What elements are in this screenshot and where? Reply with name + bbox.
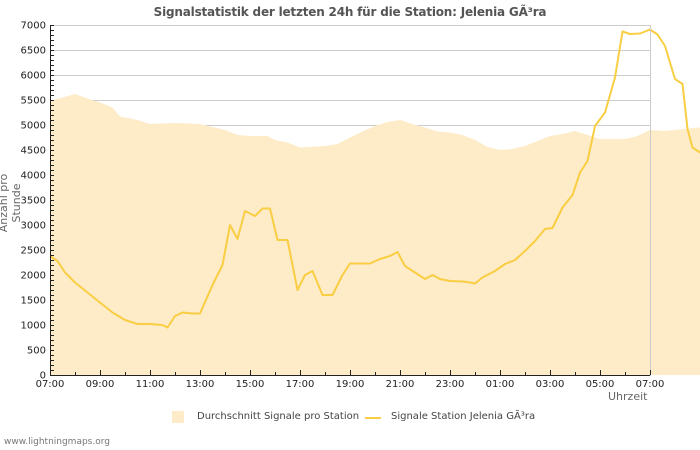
svg-text:07:00: 07:00 (636, 379, 665, 390)
svg-text:09:00: 09:00 (86, 379, 115, 390)
svg-text:07:00: 07:00 (36, 379, 65, 390)
svg-text:5000: 5000 (21, 121, 46, 132)
svg-text:17:00: 17:00 (286, 379, 315, 390)
x-axis: 07:00 09:00 11:00 13:00 15:00 17:00 19:00 21:00… (36, 370, 665, 390)
svg-text:01:00: 01:00 (486, 379, 515, 390)
svg-text:13:00: 13:00 (186, 379, 215, 390)
svg-text:21:00: 21:00 (386, 379, 415, 390)
svg-text:6500: 6500 (21, 46, 46, 57)
x-axis-label: Uhrzeit (608, 390, 648, 403)
svg-text:0: 0 (40, 371, 46, 382)
y-axis-label: Anzahl pro Stunde (0, 173, 23, 233)
svg-text:6000: 6000 (21, 71, 46, 82)
average-signals-area (50, 94, 700, 375)
svg-text:05:00: 05:00 (586, 379, 615, 390)
svg-text:3000: 3000 (21, 221, 46, 232)
svg-text:500: 500 (27, 346, 46, 357)
svg-text:15:00: 15:00 (236, 379, 265, 390)
legend-area-label: Durchschnitt Signale pro Station (197, 411, 360, 422)
svg-text:19:00: 19:00 (336, 379, 365, 390)
legend-area-swatch-icon (172, 411, 184, 423)
svg-text:4000: 4000 (21, 171, 46, 182)
legend: Durchschnitt Signale pro Station Signale… (0, 410, 700, 426)
svg-text:3500: 3500 (21, 196, 46, 207)
legend-line-label: Signale Station Jelenia GÃ³ra (391, 411, 536, 422)
legend-line-swatch-icon (365, 417, 381, 419)
y-axis: 0 500 1000 1500 2000 2500 3000 3500 4000 4500 5000… (21, 21, 54, 382)
svg-text:11:00: 11:00 (136, 379, 165, 390)
svg-text:2500: 2500 (21, 246, 46, 257)
svg-text:7000: 7000 (21, 21, 46, 32)
svg-text:03:00: 03:00 (536, 379, 565, 390)
svg-text:1000: 1000 (21, 321, 46, 332)
svg-text:1500: 1500 (21, 296, 46, 307)
footer-credit: www.lightningmaps.org (4, 437, 110, 447)
station-signals-line (49, 28, 700, 329)
chart-title: Signalstatistik der letzten 24h für die … (153, 5, 547, 19)
svg-text:2000: 2000 (21, 271, 46, 282)
svg-text:23:00: 23:00 (436, 379, 465, 390)
svg-text:4500: 4500 (21, 146, 46, 157)
svg-text:5500: 5500 (21, 96, 46, 107)
